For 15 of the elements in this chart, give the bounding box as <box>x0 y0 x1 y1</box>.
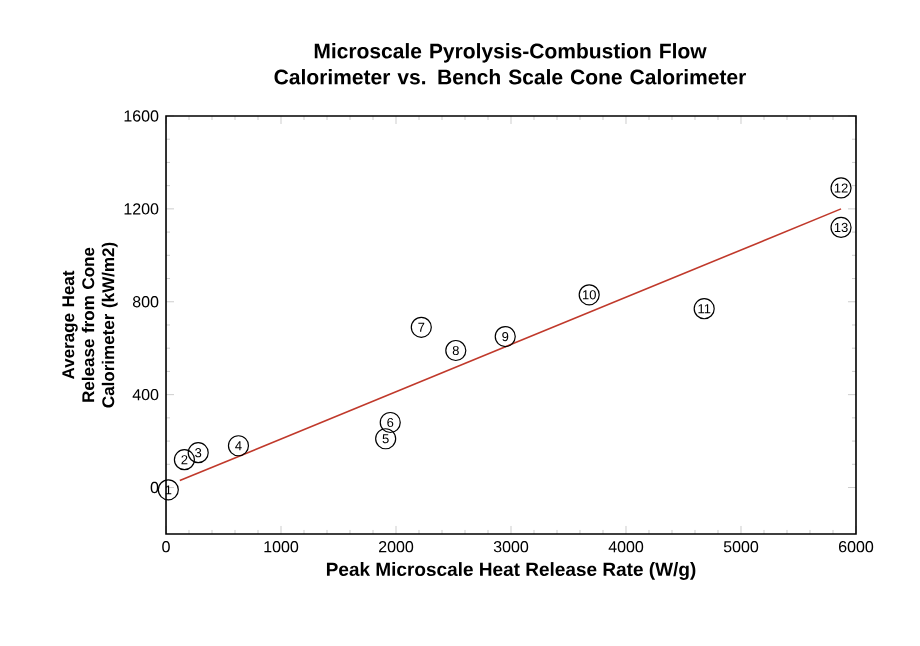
y-tick-label: 0 <box>150 481 159 494</box>
x-axis-title: Peak Microscale Heat Release Rate (W/g) <box>326 562 696 580</box>
y-tick-label: 1200 <box>124 203 159 215</box>
x-tick-label: 5000 <box>723 541 759 553</box>
y-axis-title: Average Heat Release from Cone Calorimeter (kW/m2) <box>62 242 118 408</box>
x-tick-label: 1000 <box>264 541 299 553</box>
x-tick-label: 6000 <box>839 541 874 553</box>
x-tick-label: 0 <box>162 541 170 553</box>
x-tick-label: 3000 <box>493 541 529 553</box>
y-tick-label: 800 <box>132 296 159 308</box>
y-tick-label: 1600 <box>124 110 159 122</box>
chart-title: Microscale Pyrolysis-Combustion Flow Calorimeter vs. Bench Scale Cone Calorimeter <box>274 43 746 85</box>
y-tick-label: 400 <box>132 388 159 401</box>
x-tick-label: 4000 <box>608 541 644 553</box>
x-tick-label: 2000 <box>379 541 414 553</box>
